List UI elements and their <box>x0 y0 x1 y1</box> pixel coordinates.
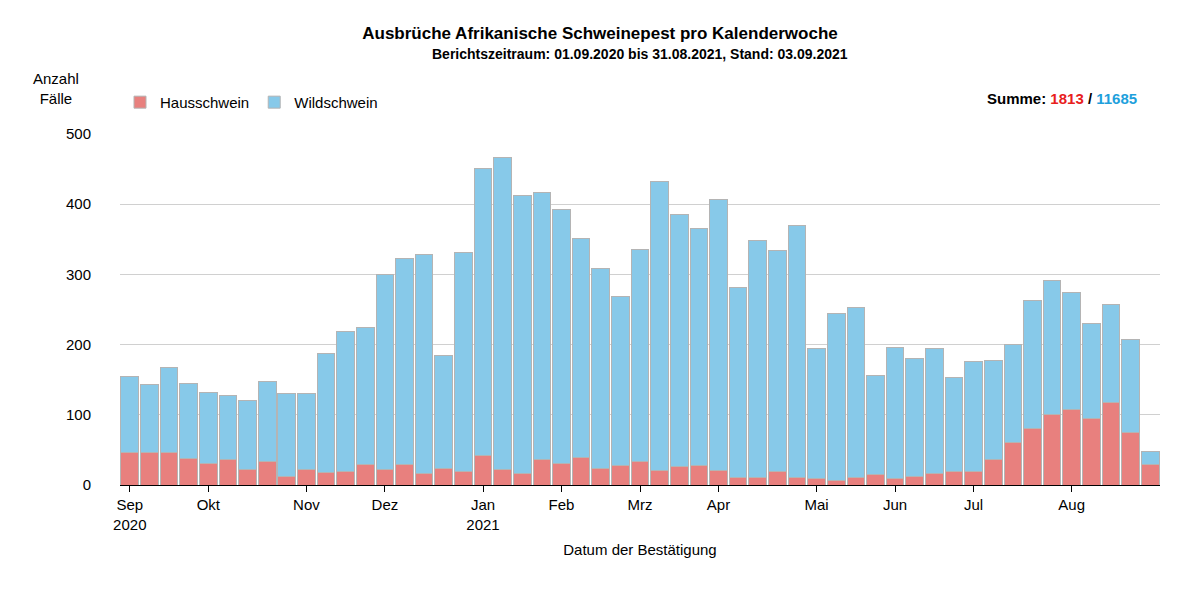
svg-text:Mrz: Mrz <box>628 496 653 513</box>
svg-text:AnzahlFälle: AnzahlFälle <box>33 70 79 107</box>
svg-text:Jun: Jun <box>883 496 907 513</box>
svg-text:Sep2020: Sep2020 <box>113 496 146 533</box>
svg-text:Dez: Dez <box>372 496 399 513</box>
svg-text:500: 500 <box>66 125 91 142</box>
svg-text:Datum der Bestätigung: Datum der Bestätigung <box>563 541 716 558</box>
svg-text:400: 400 <box>66 195 91 212</box>
svg-text:Jan2021: Jan2021 <box>466 496 499 533</box>
svg-text:Summe: 1813 / 11685: Summe: 1813 / 11685 <box>987 90 1137 107</box>
svg-text:Ausbrüche Afrikanische Schwein: Ausbrüche Afrikanische Schweinepest pro … <box>362 24 838 43</box>
svg-text:300: 300 <box>66 266 91 283</box>
svg-text:Aug: Aug <box>1058 496 1085 513</box>
svg-text:Nov: Nov <box>293 496 320 513</box>
svg-text:Berichtszeitraum: 01.09.2020 b: Berichtszeitraum: 01.09.2020 bis 31.08.2… <box>432 46 848 62</box>
svg-text:Jul: Jul <box>964 496 983 513</box>
svg-text:Apr: Apr <box>707 496 730 513</box>
svg-text:0: 0 <box>83 476 91 493</box>
svg-text:Okt: Okt <box>197 496 221 513</box>
svg-text:Feb: Feb <box>549 496 575 513</box>
svg-text:Wildschwein: Wildschwein <box>294 94 377 111</box>
svg-text:Mai: Mai <box>805 496 829 513</box>
svg-text:Hausschwein: Hausschwein <box>160 94 249 111</box>
svg-text:100: 100 <box>66 406 91 423</box>
svg-text:200: 200 <box>66 336 91 353</box>
